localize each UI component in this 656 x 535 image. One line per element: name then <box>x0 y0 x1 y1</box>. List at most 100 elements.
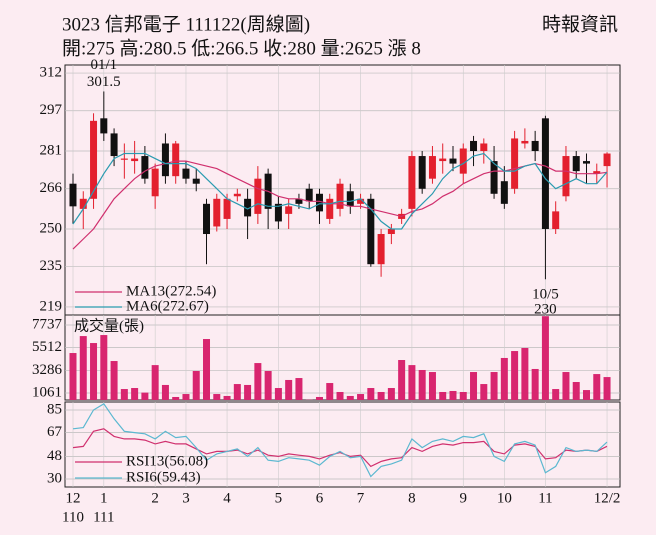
y-tick-label: 67 <box>47 424 63 440</box>
candle-body <box>593 171 601 174</box>
volume-bar <box>69 353 77 400</box>
candle-body <box>161 143 169 177</box>
candle-body <box>531 140 539 152</box>
annotation-date: 10/5 <box>532 287 559 303</box>
volume-bar <box>213 394 221 400</box>
volume-bar <box>192 371 200 400</box>
candle-body <box>172 143 180 177</box>
volume-bar <box>583 390 590 400</box>
volume-bar <box>449 390 457 400</box>
candle-body <box>387 228 395 235</box>
candle-body <box>336 183 344 209</box>
volume-bar <box>120 389 128 400</box>
x-tick-label: 12/2 <box>594 490 621 506</box>
x-tick-label: 1 <box>100 490 108 506</box>
volume-bar <box>480 384 488 400</box>
candle-body <box>305 188 313 202</box>
volume-bar <box>531 368 539 400</box>
volume-bar <box>470 372 478 400</box>
candle-body <box>254 178 262 214</box>
candle-body <box>480 143 488 152</box>
volume-bar <box>264 371 272 400</box>
y-tick-label: 219 <box>40 298 63 314</box>
source: 時報資訊 <box>542 13 618 35</box>
x-tick-label: 6 <box>316 490 324 506</box>
x-tick-label: 8 <box>408 490 416 506</box>
candle-body <box>552 211 560 229</box>
candle-body <box>90 120 98 199</box>
volume-bar <box>572 382 580 400</box>
candle-body <box>418 156 426 189</box>
panel-title: 成交量(張) <box>74 316 144 334</box>
candle-body <box>521 140 529 144</box>
volume-bar <box>459 391 467 400</box>
panel <box>64 401 621 488</box>
x-tick-label: 4 <box>223 490 231 506</box>
candle-body <box>213 198 221 227</box>
legend-label: RSI13(56.08) <box>126 453 208 469</box>
x-tick-label: 10 <box>497 490 512 506</box>
legend-label: MA6(272.67) <box>126 298 209 314</box>
candle-body <box>110 133 118 157</box>
volume-bar <box>315 396 323 400</box>
candle-body <box>541 118 549 229</box>
volume-bar <box>521 347 529 400</box>
series-line <box>72 402 608 478</box>
volume-bar <box>387 388 395 400</box>
volume-bar <box>172 396 180 400</box>
candle-body <box>141 156 149 179</box>
candle-body <box>439 158 447 162</box>
y-tick-label: 48 <box>47 448 62 464</box>
candle-body <box>428 156 436 179</box>
volume-bar <box>141 392 149 400</box>
volume-bar <box>603 377 611 400</box>
candle-body <box>295 198 303 204</box>
y-tick-label: 312 <box>40 64 63 80</box>
y-tick-label: 3286 <box>32 362 63 378</box>
volume-bar <box>439 391 447 400</box>
candle-body <box>233 193 241 197</box>
volume-bar <box>490 372 498 400</box>
candle-body <box>603 153 611 167</box>
y-tick-label: 281 <box>40 142 63 158</box>
candle-body <box>315 193 323 212</box>
candle-body <box>511 138 519 189</box>
volume-bar <box>131 388 139 400</box>
volume-bar <box>428 372 436 400</box>
candle-body <box>100 118 108 134</box>
volume-bar <box>151 365 159 400</box>
series-line <box>72 428 608 468</box>
candle-body <box>449 158 457 164</box>
y-tick-label: 5512 <box>32 339 62 355</box>
volume-bar <box>418 369 426 400</box>
volume-bar <box>233 384 241 400</box>
volume-bar <box>367 388 375 400</box>
volume-bar <box>541 316 549 400</box>
legend-label: RSI6(59.43) <box>126 469 201 485</box>
candle-body <box>203 203 211 235</box>
candle-body <box>377 234 385 265</box>
candle-body <box>182 168 190 179</box>
candle-body <box>285 206 293 214</box>
volume-bar <box>223 395 231 400</box>
volume-bar <box>254 363 262 400</box>
candle-body <box>459 148 467 174</box>
chart-title: 3023 信邦電子 111122(周線圖) <box>62 13 310 35</box>
volume-bar <box>274 388 282 400</box>
candle-body <box>490 161 498 194</box>
volume-bar <box>79 336 87 400</box>
x-tick-label: 5 <box>275 490 283 506</box>
candle-body <box>562 156 570 197</box>
annotation-value: 301.5 <box>87 74 121 90</box>
series-line <box>72 152 608 230</box>
candle-body <box>223 198 231 219</box>
volume-bar <box>336 391 344 400</box>
volume-bar <box>398 360 406 400</box>
volume-bar <box>285 379 293 400</box>
x-tick-label: 7 <box>357 490 365 506</box>
volume-bar <box>295 378 303 400</box>
x-tick-label: 9 <box>460 490 468 506</box>
volume-bar <box>511 351 519 400</box>
candle-body <box>69 183 77 207</box>
candle-body <box>470 140 478 152</box>
